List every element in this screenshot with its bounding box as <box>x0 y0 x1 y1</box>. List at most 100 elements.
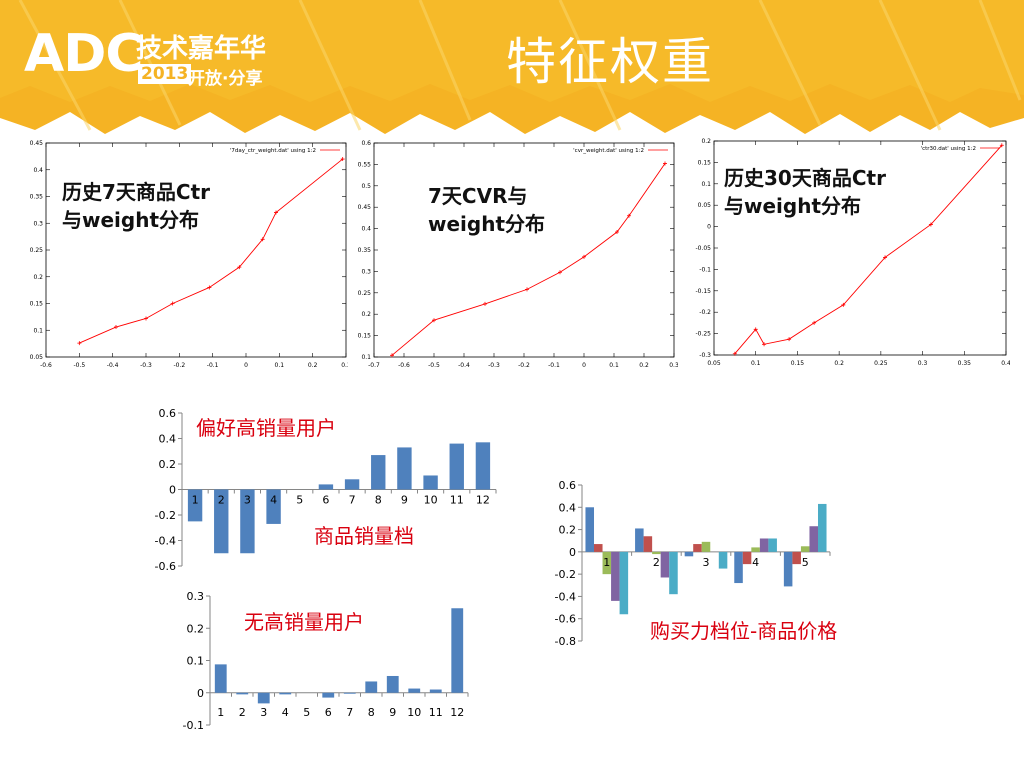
y-tick-label: -0.4 <box>155 535 176 548</box>
data-point <box>432 318 436 323</box>
x-category-label: 8 <box>375 494 382 507</box>
bar <box>322 692 335 698</box>
x-category-label: 8 <box>368 706 375 719</box>
bar <box>652 551 661 555</box>
y-tick-label: 0.1 <box>361 354 371 361</box>
bar <box>684 551 694 557</box>
y-tick-label: 0 <box>707 224 711 231</box>
bar <box>475 442 491 490</box>
line-plot-7day-cvr-svg: -0.7 -0.6 -0.5 -0.4 -0.3 -0.2 -0.1 0 0.1 0.2 0.3 0.… <box>358 140 678 369</box>
y-tick-label: 0.3 <box>187 590 205 603</box>
bar-chart-purchasing-power-svg: -0.8 -0.6 -0.4 -0.2 0 0.2 0.4 0.6 1 2 3 4 5 <box>555 479 831 648</box>
y-tick-label: 0.1 <box>33 327 43 334</box>
x-tick-label: -0.7 <box>368 362 380 369</box>
bar <box>809 526 818 552</box>
x-tick-label: -0.3 <box>140 362 152 369</box>
y-tick-label: -0.6 <box>555 613 576 626</box>
x-category-label: 3 <box>260 706 267 719</box>
y-tick-label: 0.45 <box>358 204 372 211</box>
x-tick-label: 0.1 <box>609 362 619 369</box>
y-tick-label: 0.25 <box>358 290 372 297</box>
bar <box>611 551 620 601</box>
bar <box>768 538 777 552</box>
data-point <box>483 301 487 306</box>
x-tick-label: -0.5 <box>73 362 85 369</box>
line-plot-30day-ctr: 0.05 0.1 0.15 0.2 0.25 0.3 0.35 0.4 -0.3 -0.25 -0.… <box>680 137 1010 369</box>
y-tick-label: 0.05 <box>698 202 712 209</box>
legend-label: 'cvr_weight.dat' using 1:2 <box>573 148 644 154</box>
x-tick-label: 0.2 <box>834 360 844 367</box>
y-tick-label: 0.2 <box>33 274 43 281</box>
y-tick-label: 0.15 <box>698 159 712 166</box>
bar <box>236 692 249 695</box>
x-category-label: 1 <box>192 494 199 507</box>
y-tick-label: -0.2 <box>155 509 176 522</box>
bar-chart-1-axis-title: 商品销量档 <box>314 524 414 548</box>
y-tick-label: 0.35 <box>358 247 372 254</box>
y-tick-label: 0.4 <box>159 433 177 446</box>
x-tick-label: 0.3 <box>341 362 348 369</box>
bar <box>214 489 229 554</box>
legend-label: 'ctr30.dat' using 1:2 <box>921 146 976 152</box>
y-tick-label: 0.2 <box>559 524 577 537</box>
bar <box>214 664 227 693</box>
y-tick-label: 0.15 <box>30 301 44 308</box>
x-category-label: 12 <box>476 494 490 507</box>
y-tick-label: -0.3 <box>699 352 711 359</box>
data-point <box>762 342 767 347</box>
y-tick-label: -0.1 <box>183 719 204 732</box>
bar <box>635 528 644 552</box>
x-tick-label: 0.15 <box>791 360 805 367</box>
plot-frame <box>373 142 675 358</box>
bar <box>397 447 412 490</box>
bar <box>386 675 399 693</box>
data-point <box>340 157 345 162</box>
bar <box>693 544 702 552</box>
y-tick-label: 0.55 <box>358 161 372 168</box>
logo-adc: ADC <box>24 24 144 84</box>
x-category-label: 7 <box>346 706 353 719</box>
logo-slogan: 开放·分享 <box>188 69 263 89</box>
caption-line-2: 与weight分布 <box>62 208 200 232</box>
x-category-label: 2 <box>218 494 225 507</box>
data-point <box>928 222 933 227</box>
bar <box>344 479 360 490</box>
y-tick-label: 0.3 <box>361 268 371 275</box>
x-category-label: 4 <box>270 494 277 507</box>
x-tick-label: -0.1 <box>207 362 219 369</box>
banner-background <box>0 0 1024 134</box>
y-tick-label: -0.15 <box>695 288 711 295</box>
data-point <box>170 301 175 306</box>
x-category-label: 2 <box>653 556 660 569</box>
page-title: 特征权重 <box>506 33 714 91</box>
x-category-label: 6 <box>322 494 329 507</box>
data-point <box>274 210 278 215</box>
y-tick-label: 0.1 <box>187 655 205 668</box>
y-tick-label: -0.2 <box>699 309 711 316</box>
bar <box>792 551 801 565</box>
x-tick-label: -0.2 <box>173 362 185 369</box>
logo-year: 2013 <box>138 64 192 84</box>
caption-line-1: 历史30天商品Ctr <box>724 166 886 190</box>
x-tick-label: 0.4 <box>1001 360 1010 367</box>
x-category-label: 5 <box>303 706 310 719</box>
caption-line-1: 历史7天商品Ctr <box>62 180 211 204</box>
bar <box>343 692 356 694</box>
x-category-label: 9 <box>401 494 408 507</box>
caption-plot-30day-ctr: 历史30天商品Ctr 与weight分布 <box>724 164 886 220</box>
bar <box>449 443 464 490</box>
x-tick-label: 0.05 <box>707 360 721 367</box>
bar <box>279 692 292 695</box>
y-tick-label: 0.35 <box>30 194 44 201</box>
bar-chart-high-sales-users-svg: -0.6-0.4-0.200.20.40.61 2 3 4 5 6 7 8 9 10 11 12 <box>155 407 497 573</box>
x-category-label: 11 <box>450 494 464 507</box>
x-category-label: 1 <box>603 556 610 569</box>
data-point <box>753 327 758 332</box>
caption-plot-7day-cvr: 7天CVR与 weight分布 <box>428 182 545 238</box>
bar-chart-3-title: 购买力档位-商品价格 <box>650 619 838 643</box>
y-tick-label: 0.05 <box>30 354 44 361</box>
y-tick-label: 0.5 <box>361 183 371 190</box>
x-category-label: 5 <box>296 494 303 507</box>
bar <box>800 546 810 552</box>
y-tick-label: 0.25 <box>30 247 44 254</box>
